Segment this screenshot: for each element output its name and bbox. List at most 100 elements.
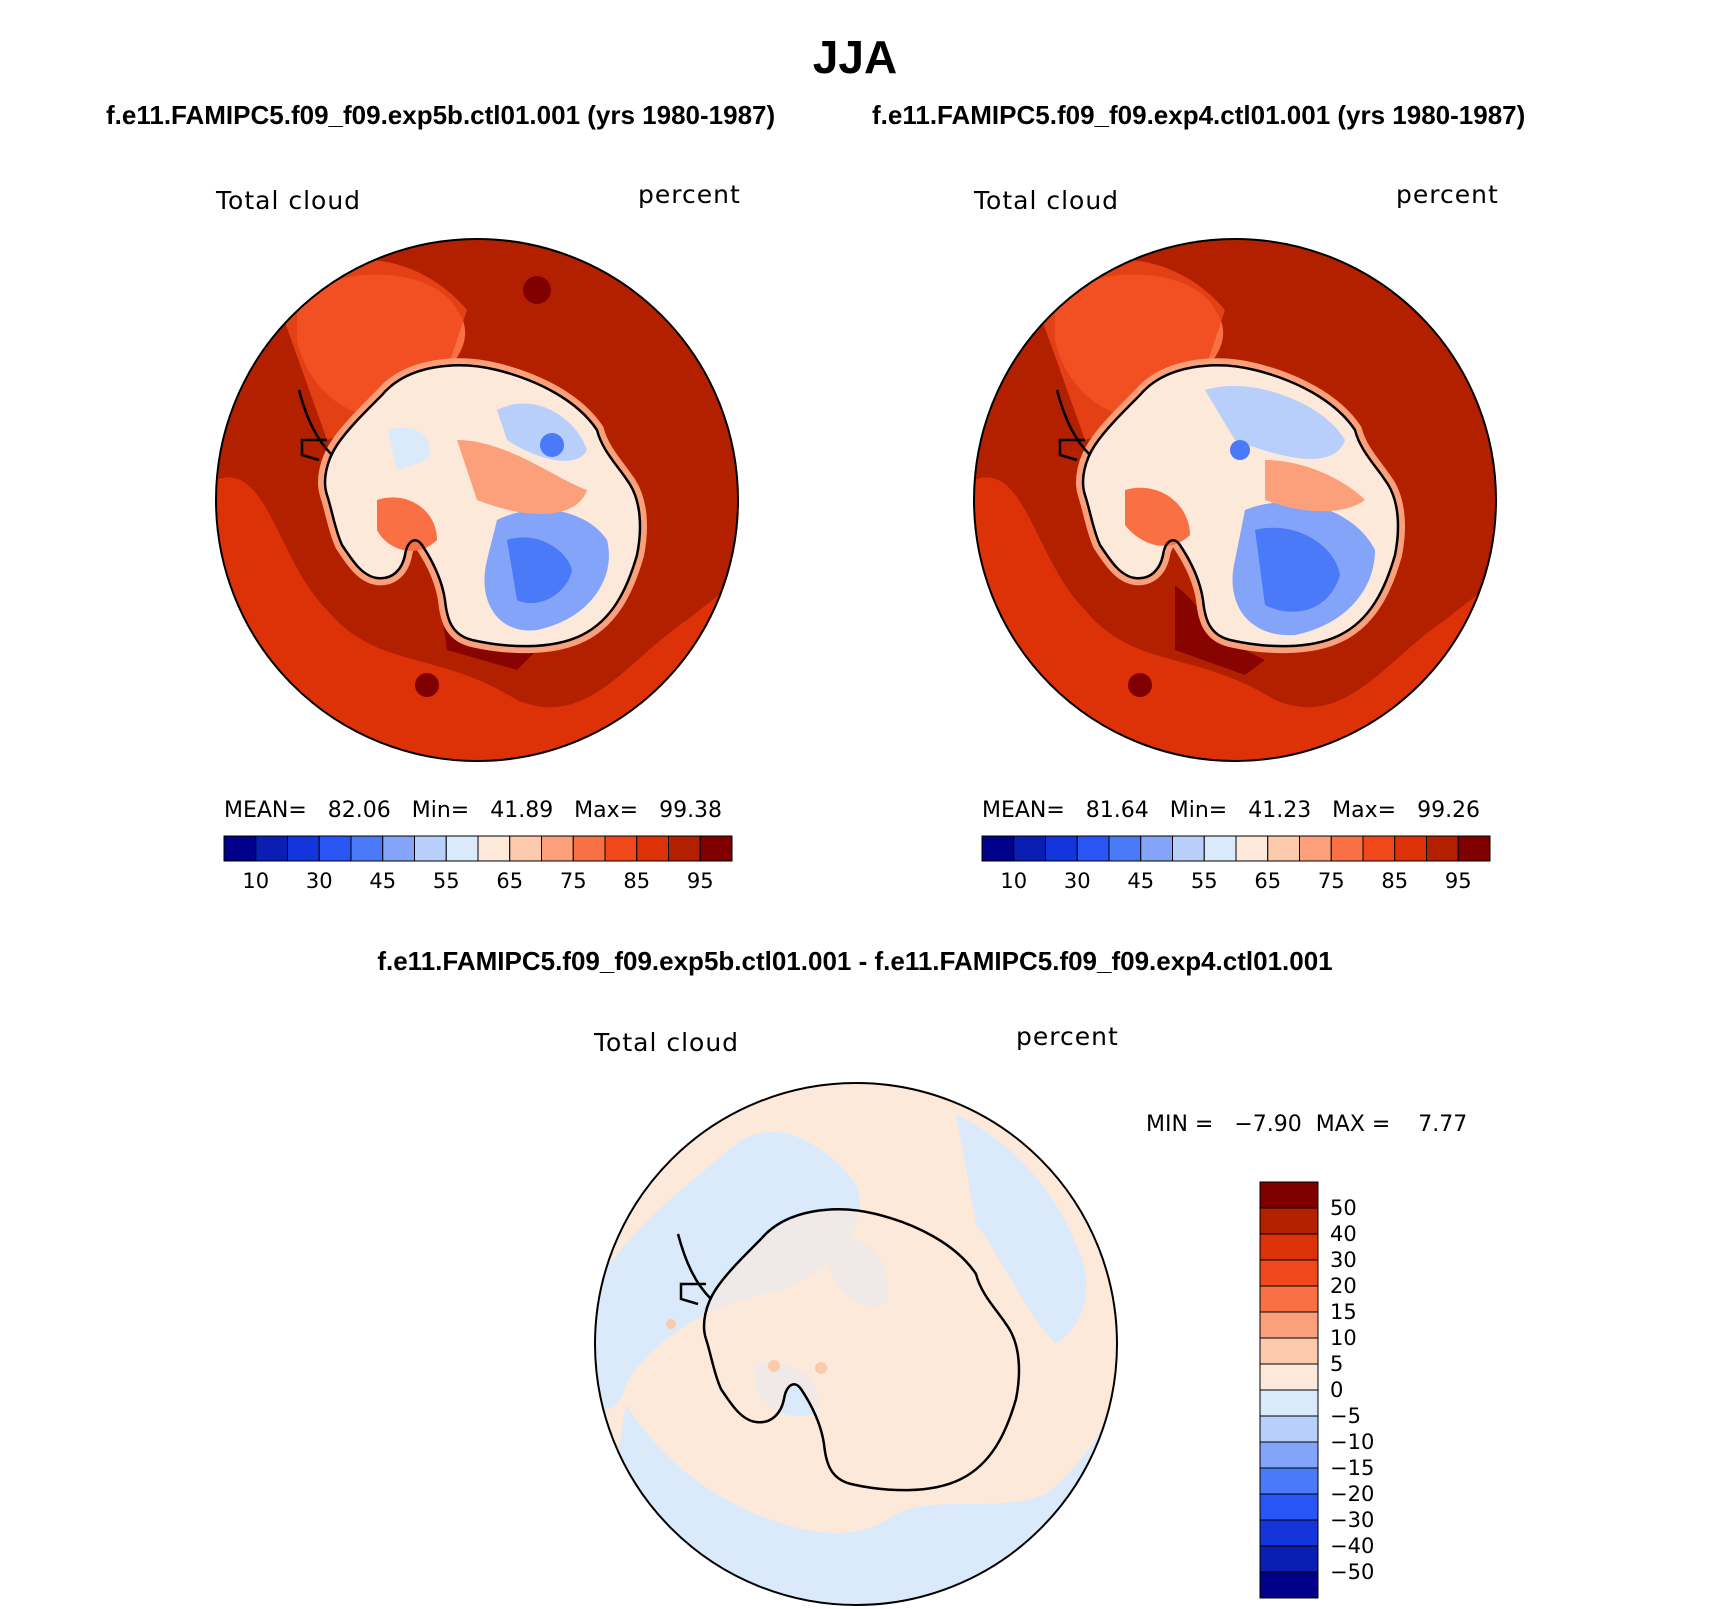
left-colorbar-tick-label: 95 bbox=[686, 869, 714, 893]
diff-colorbar-swatch bbox=[1259, 1545, 1319, 1573]
right-colorbar-swatch bbox=[1140, 835, 1173, 862]
left-colorbar-swatch bbox=[223, 835, 257, 862]
diff-colorbar-tick-label: −30 bbox=[1330, 1508, 1375, 1532]
left-colorbar-swatch bbox=[255, 835, 288, 862]
diff-colorbar-tick-label: 10 bbox=[1330, 1326, 1357, 1350]
diff-colorbar-tick-label: −20 bbox=[1330, 1482, 1375, 1506]
right-colorbar-swatch bbox=[1235, 835, 1269, 862]
difference-map bbox=[595, 1083, 1117, 1605]
right-map bbox=[974, 239, 1496, 761]
left-colorbar-swatch bbox=[477, 835, 511, 862]
left-variable-label: Total cloud bbox=[216, 186, 362, 215]
diff-colorbar-swatch bbox=[1259, 1519, 1319, 1547]
left-colorbar-tick-label: 85 bbox=[623, 869, 651, 893]
difference-colorbar bbox=[1259, 1181, 1319, 1599]
left-colorbar-tick-label: 75 bbox=[559, 869, 587, 893]
diff-colorbar-swatch bbox=[1259, 1415, 1319, 1443]
left-colorbar-swatch bbox=[699, 835, 733, 862]
left-colorbar-swatch bbox=[318, 835, 352, 862]
right-colorbar-swatch bbox=[981, 835, 1015, 862]
diff-colorbar-swatch bbox=[1259, 1207, 1319, 1235]
left-colorbar-tick-label: 65 bbox=[496, 869, 524, 893]
diff-colorbar-swatch bbox=[1259, 1337, 1319, 1365]
diff-colorbar-swatch bbox=[1259, 1441, 1319, 1469]
difference-map-border bbox=[594, 1082, 1118, 1606]
diff-colorbar-tick-label: 30 bbox=[1330, 1248, 1357, 1272]
diff-colorbar-tick-label: −40 bbox=[1330, 1534, 1375, 1558]
right-colorbar bbox=[981, 835, 1491, 862]
right-colorbar-swatch bbox=[1013, 835, 1046, 862]
figure-title: JJA bbox=[812, 31, 898, 83]
left-colorbar-swatch bbox=[541, 835, 574, 862]
left-colorbar-tick-label: 10 bbox=[242, 869, 270, 893]
left-colorbar-swatch bbox=[287, 835, 320, 862]
right-colorbar-tick-label: 10 bbox=[1000, 869, 1028, 893]
right-colorbar-tick-label: 55 bbox=[1190, 869, 1218, 893]
diff-variable-label: Total cloud bbox=[594, 1028, 740, 1057]
left-colorbar-swatch bbox=[604, 835, 638, 862]
left-units-label: percent bbox=[638, 180, 741, 209]
left-colorbar-swatch bbox=[350, 835, 384, 862]
left-case-title: f.e11.FAMIPC5.f09_f09.exp5b.ctl01.001 (y… bbox=[106, 100, 776, 130]
right-map-border bbox=[973, 238, 1497, 762]
diff-stats: MIN = −7.90 MAX = 7.77 bbox=[1146, 1112, 1468, 1137]
diff-colorbar-tick-label: 0 bbox=[1330, 1378, 1344, 1402]
diff-units-label: percent bbox=[1016, 1022, 1119, 1051]
diff-colorbar-swatch bbox=[1259, 1259, 1319, 1287]
left-colorbar-swatch bbox=[636, 835, 669, 862]
right-units-label: percent bbox=[1396, 180, 1499, 209]
right-colorbar-swatch bbox=[1299, 835, 1332, 862]
right-stats: MEAN= 81.64 Min= 41.23 Max= 99.26 bbox=[982, 798, 1481, 823]
left-colorbar-swatch bbox=[668, 835, 701, 862]
diff-colorbar-tick-label: −10 bbox=[1330, 1430, 1375, 1454]
right-colorbar-swatch bbox=[1362, 835, 1396, 862]
left-colorbar-swatch bbox=[414, 835, 447, 862]
right-colorbar-tick-label: 75 bbox=[1317, 869, 1345, 893]
right-case-title: f.e11.FAMIPC5.f09_f09.exp4.ctl01.001 (yr… bbox=[872, 100, 1526, 130]
diff-colorbar-swatch bbox=[1259, 1493, 1319, 1521]
diff-colorbar-tick-label: 5 bbox=[1330, 1352, 1344, 1376]
left-colorbar-swatch bbox=[572, 835, 606, 862]
right-colorbar-tick-label: 85 bbox=[1381, 869, 1409, 893]
diff-colorbar-tick-label: 40 bbox=[1330, 1222, 1357, 1246]
left-colorbar-swatch bbox=[509, 835, 542, 862]
right-colorbar-tick-label: 45 bbox=[1127, 869, 1155, 893]
diff-colorbar-swatch bbox=[1259, 1467, 1319, 1495]
left-colorbar bbox=[223, 835, 733, 862]
diff-colorbar-swatch bbox=[1259, 1233, 1319, 1261]
left-stats: MEAN= 82.06 Min= 41.89 Max= 99.38 bbox=[224, 798, 723, 823]
left-colorbar-tick-label: 45 bbox=[369, 869, 397, 893]
diff-colorbar-swatch bbox=[1259, 1571, 1319, 1599]
diff-colorbar-swatch bbox=[1259, 1285, 1319, 1313]
right-colorbar-swatch bbox=[1426, 835, 1459, 862]
right-colorbar-swatch bbox=[1045, 835, 1078, 862]
diff-colorbar-tick-label: 20 bbox=[1330, 1274, 1357, 1298]
diff-colorbar-tick-label: 50 bbox=[1330, 1196, 1357, 1220]
right-colorbar-swatch bbox=[1330, 835, 1364, 862]
diff-colorbar-tick-label: 15 bbox=[1330, 1300, 1357, 1324]
left-colorbar-tick-label: 55 bbox=[432, 869, 460, 893]
difference-title: f.e11.FAMIPC5.f09_f09.exp5b.ctl01.001 - … bbox=[377, 946, 1333, 976]
right-colorbar-tick-label: 30 bbox=[1063, 869, 1091, 893]
diff-colorbar-swatch bbox=[1259, 1311, 1319, 1339]
right-colorbar-swatch bbox=[1457, 835, 1491, 862]
right-colorbar-tick-label: 95 bbox=[1444, 869, 1472, 893]
right-colorbar-swatch bbox=[1267, 835, 1300, 862]
diff-colorbar-tick-label: −5 bbox=[1330, 1404, 1361, 1428]
diff-colorbar-tick-label: −50 bbox=[1330, 1560, 1375, 1584]
right-variable-label: Total cloud bbox=[974, 186, 1120, 215]
right-colorbar-tick-label: 65 bbox=[1254, 869, 1282, 893]
right-colorbar-swatch bbox=[1076, 835, 1110, 862]
diff-colorbar-swatch bbox=[1259, 1389, 1319, 1417]
left-colorbar-tick-label: 30 bbox=[305, 869, 333, 893]
left-colorbar-swatch bbox=[382, 835, 415, 862]
right-colorbar-swatch bbox=[1394, 835, 1427, 862]
diff-colorbar-swatch bbox=[1259, 1181, 1319, 1209]
right-colorbar-swatch bbox=[1203, 835, 1237, 862]
diff-colorbar-tick-label: −15 bbox=[1330, 1456, 1375, 1480]
diff-colorbar-swatch bbox=[1259, 1363, 1319, 1391]
left-colorbar-swatch bbox=[445, 835, 479, 862]
left-map-border bbox=[215, 238, 739, 762]
right-colorbar-swatch bbox=[1108, 835, 1142, 862]
